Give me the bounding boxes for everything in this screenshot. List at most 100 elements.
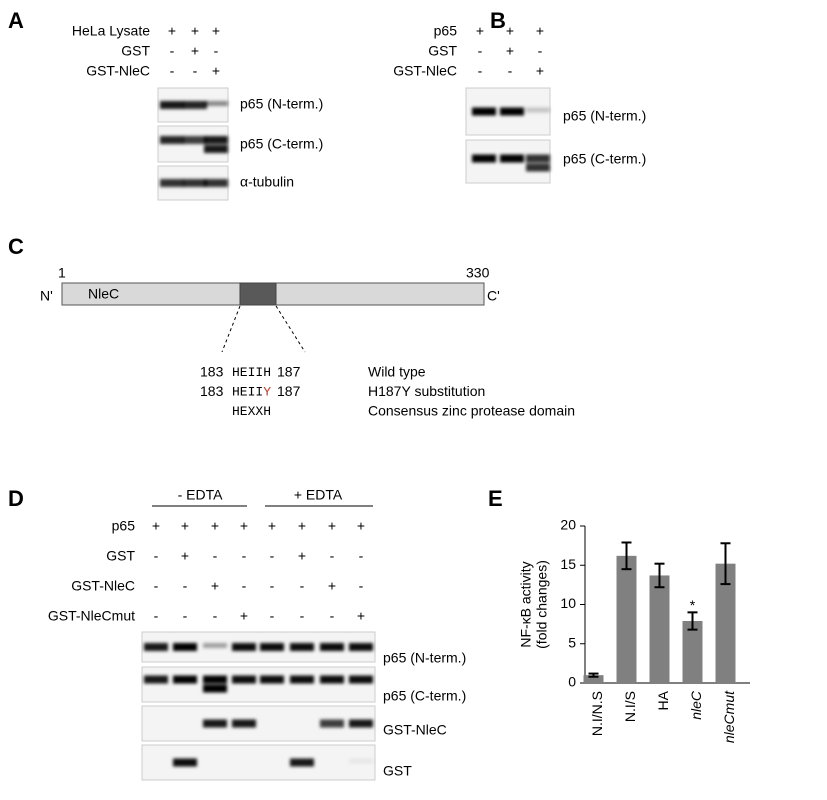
sign: -: [300, 578, 305, 594]
x-tick-label: N.I/N.S: [589, 691, 605, 736]
sign: +: [298, 548, 306, 564]
zoom-line: [221, 305, 241, 353]
protein-name: NleC: [88, 286, 119, 302]
sign: -: [193, 63, 198, 79]
blot-bands: [173, 758, 373, 767]
y-tick-label: 20: [560, 517, 576, 533]
sign: +: [168, 23, 176, 39]
sign: -: [214, 43, 219, 59]
bar: [616, 555, 637, 683]
y-axis-label: (fold changes): [534, 560, 550, 649]
panel-letter: A: [8, 8, 24, 33]
y-tick-label: 0: [568, 674, 576, 690]
blot-bands: [144, 675, 373, 693]
sign: -: [478, 63, 483, 79]
sign: -: [183, 578, 188, 594]
sign: -: [213, 548, 218, 564]
sign: +: [328, 578, 336, 594]
row-label: GST: [106, 548, 135, 564]
sign: +: [181, 518, 189, 534]
row-label: GST: [121, 43, 150, 59]
sign: +: [212, 23, 220, 39]
sign: +: [191, 43, 199, 59]
blot-bands: [160, 136, 228, 153]
bar: [583, 675, 604, 683]
y-tick-label: 5: [568, 634, 576, 650]
sign: -: [154, 578, 159, 594]
panel-letter: C: [8, 234, 24, 259]
sign: +: [240, 608, 248, 624]
sign: +: [506, 43, 514, 59]
residue-end: 330: [466, 265, 490, 281]
sign: -: [359, 578, 364, 594]
blot-label: p65 (N-term.): [383, 650, 466, 666]
x-tick-label: HA: [655, 690, 671, 710]
blot-band: [290, 758, 314, 767]
panel-letter: B: [490, 8, 506, 33]
zoom-line: [275, 305, 306, 353]
residue-start: 1: [58, 265, 66, 281]
sign: +: [211, 578, 219, 594]
blot-label: GST-NleC: [383, 722, 447, 738]
blot-label: p65 (N-term.): [563, 108, 646, 124]
mutation: Y: [263, 385, 271, 400]
row-label: GST: [428, 43, 457, 59]
blot-bands: [472, 107, 550, 116]
row-label: p65: [434, 23, 458, 39]
blot-band: [144, 643, 168, 651]
bar: [649, 575, 670, 683]
blot-band: [183, 136, 207, 144]
row-label: GST-NleCmut: [48, 608, 135, 624]
blot-band: [349, 719, 373, 728]
sign: +: [152, 518, 160, 534]
x-tick-label: nleC: [688, 690, 704, 720]
sign: -: [330, 608, 335, 624]
sign: +: [357, 608, 365, 624]
sequence: HEXXH: [232, 404, 271, 419]
blot-band: [144, 675, 168, 684]
blot-band: [349, 758, 373, 764]
blot-bands: [144, 643, 373, 651]
blot-band: [349, 643, 373, 651]
sign: -: [213, 608, 218, 624]
sign: -: [330, 548, 335, 564]
seq-description: Wild type: [368, 364, 426, 380]
sign: +: [240, 518, 248, 534]
blot-bands: [203, 719, 373, 728]
blot-band: [500, 154, 524, 163]
sign: -: [300, 608, 305, 624]
sign: -: [170, 63, 175, 79]
blot-band: [349, 675, 373, 684]
blot-band: [204, 101, 228, 106]
blot-label: p65 (C-term.): [383, 688, 466, 704]
blot-band: [183, 179, 207, 187]
sign: +: [181, 548, 189, 564]
blot-band: [160, 179, 184, 187]
sign: +: [357, 518, 365, 534]
blot-band: [320, 719, 344, 728]
blot-band: [526, 163, 550, 172]
sign: -: [508, 63, 513, 79]
blot-bands: [160, 179, 228, 187]
seq-start: 183: [200, 364, 224, 380]
seq-end: 187: [277, 383, 301, 399]
sign: -: [270, 608, 275, 624]
bar: [682, 620, 703, 683]
panel-letter: E: [488, 486, 503, 511]
sign: +: [476, 23, 484, 39]
seq-start: 183: [200, 383, 224, 399]
group-label: + EDTA: [294, 487, 343, 503]
blot-band: [290, 675, 314, 684]
row-label: GST-NleC: [393, 63, 457, 79]
sequence-part: HEIIH: [232, 365, 271, 380]
blot-band: [203, 675, 227, 684]
sign: -: [170, 43, 175, 59]
seq-end: 187: [277, 364, 301, 380]
sequence: HEIIH: [232, 365, 271, 380]
blot-label: GST: [383, 763, 412, 779]
blot-bands: [160, 101, 228, 109]
blot-label: p65 (C-term.): [240, 136, 323, 152]
blot-band: [204, 136, 228, 144]
